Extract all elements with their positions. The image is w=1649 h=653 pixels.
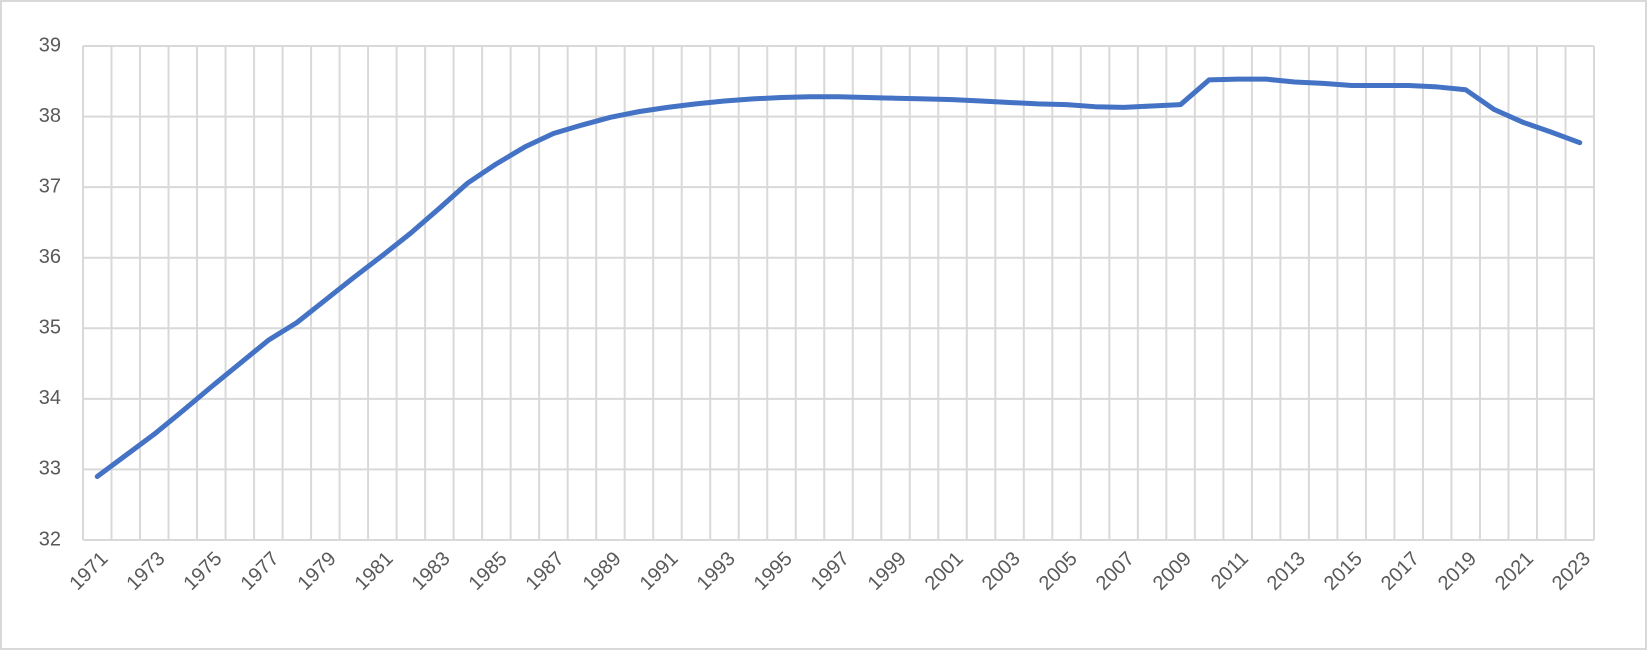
y-tick-label: 37	[39, 175, 61, 197]
y-tick-label: 38	[39, 105, 61, 127]
y-tick-label: 32	[39, 528, 61, 550]
data-line	[94, 76, 1583, 479]
y-tick-label: 39	[39, 34, 61, 56]
y-tick-label: 35	[39, 317, 61, 339]
y-tick-label: 34	[39, 387, 61, 409]
y-tick-label: 33	[39, 458, 61, 480]
y-tick-label: 36	[39, 246, 61, 268]
